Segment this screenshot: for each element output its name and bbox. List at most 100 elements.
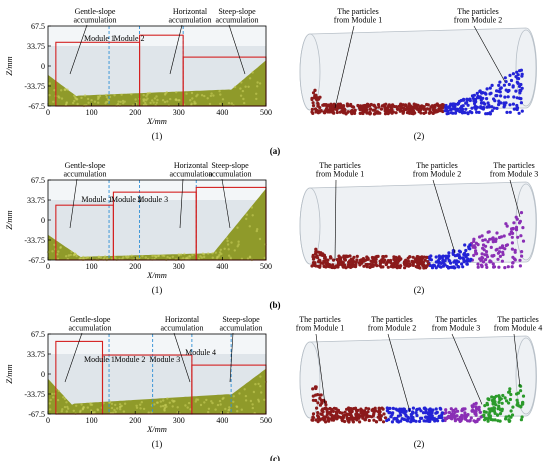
particle-module-4	[500, 408, 504, 412]
particle-module-1	[320, 261, 325, 265]
particle-dot	[256, 81, 259, 84]
particle-module-4	[519, 389, 523, 393]
module-label-3: Module 3	[137, 195, 168, 204]
particle-module-3	[463, 407, 467, 411]
particle-module-2	[492, 97, 496, 101]
particle-module-1	[353, 111, 357, 115]
particle-module-3	[478, 410, 482, 414]
particle-module-2	[508, 110, 512, 114]
particle-module-1	[351, 420, 355, 424]
particle-dot	[155, 95, 158, 98]
particle-dot	[176, 406, 179, 409]
particle-module-2	[502, 101, 506, 105]
particle-dot	[237, 240, 240, 243]
particle-module-3	[489, 260, 493, 264]
particle-dot	[123, 402, 127, 405]
particle-module-1	[370, 255, 374, 260]
y-tick-label: 67.5	[31, 176, 45, 185]
particle-module-1	[380, 104, 384, 108]
particle-dot	[56, 253, 59, 256]
particle-module-2	[468, 243, 472, 247]
particle-dot	[90, 99, 93, 102]
particle-module-2	[498, 87, 502, 91]
particle-module-1	[314, 264, 318, 268]
particle-module-2	[507, 88, 511, 93]
particle-dot	[163, 409, 166, 412]
particle-module-1	[381, 255, 385, 259]
particle-module-4	[515, 392, 519, 396]
particle-dot	[171, 255, 174, 258]
particle-module-3	[447, 410, 451, 415]
x-tick-label: 500	[260, 108, 272, 117]
particle-module-1	[315, 406, 319, 410]
particle-dot	[65, 255, 68, 258]
x-tick-label: 400	[216, 416, 228, 425]
particle-dot	[105, 96, 109, 99]
particle-module-2	[440, 411, 444, 415]
particle-module-3	[510, 241, 514, 245]
particle-dot	[62, 396, 65, 399]
particle-module-1	[335, 108, 339, 112]
particle-module-2	[466, 253, 470, 257]
particle-dot	[210, 400, 213, 403]
particle-module-3	[478, 235, 482, 239]
accumulation-leader	[221, 178, 231, 229]
particle-dot	[168, 256, 171, 260]
particle-module-4	[507, 414, 511, 418]
particle-module-4	[492, 409, 497, 413]
particle-module-2	[421, 411, 426, 415]
particle-module-1	[365, 108, 369, 112]
particle-dot	[112, 411, 115, 414]
particle-module-4	[496, 413, 500, 417]
module-label-4: Module 4	[185, 348, 216, 357]
particle-module-1	[336, 408, 340, 413]
particle-dot	[105, 100, 108, 104]
particle-dot	[130, 254, 133, 257]
particle-module-2	[503, 95, 507, 99]
particle-dot	[191, 253, 194, 257]
particle-module-3	[521, 226, 525, 230]
particle-dot	[59, 245, 62, 249]
particle-module-1	[410, 259, 414, 264]
particle-module-2	[442, 263, 447, 267]
particle-module-1	[358, 263, 362, 267]
particle-dot	[118, 403, 122, 406]
particle-module-1	[409, 110, 413, 114]
particle-leader	[451, 333, 483, 405]
particle-module-1	[392, 255, 396, 259]
particle-dot	[60, 89, 63, 92]
particle-module-1	[405, 106, 409, 110]
accumulation-leader	[64, 332, 83, 383]
particle-module-4	[491, 418, 495, 422]
particle-module-3	[469, 416, 473, 420]
particle-module-3	[458, 419, 462, 423]
particle-module-1	[398, 257, 402, 261]
particle-module-1	[347, 412, 352, 417]
particle-module-2	[490, 109, 494, 113]
particle-module-1	[331, 258, 336, 262]
particle-module-1	[412, 109, 416, 113]
particle-module-3	[504, 243, 508, 248]
particle-module-1	[341, 111, 346, 115]
particle-dot	[142, 99, 145, 103]
panel-label-left: (1)	[152, 285, 163, 295]
particle-dot	[72, 101, 75, 105]
particle-module-3	[478, 257, 482, 261]
particle-dot	[153, 403, 156, 406]
particle-dot	[99, 256, 103, 259]
particle-module-2	[439, 415, 443, 420]
particle-module-1	[351, 258, 355, 263]
particle-module-2	[518, 91, 522, 95]
particle-label-4: The particles from Module 4	[494, 315, 542, 333]
particle-module-1	[401, 103, 405, 107]
particle-module-2	[457, 265, 461, 269]
particle-dot	[227, 101, 231, 105]
particle-module-1	[316, 101, 320, 105]
particle-module-1	[362, 264, 366, 268]
particle-module-3	[453, 419, 457, 423]
particle-module-3	[492, 253, 496, 258]
particle-module-2	[414, 411, 418, 415]
particle-module-3	[484, 263, 488, 267]
particle-module-1	[310, 264, 314, 268]
particle-module-1	[401, 110, 405, 114]
